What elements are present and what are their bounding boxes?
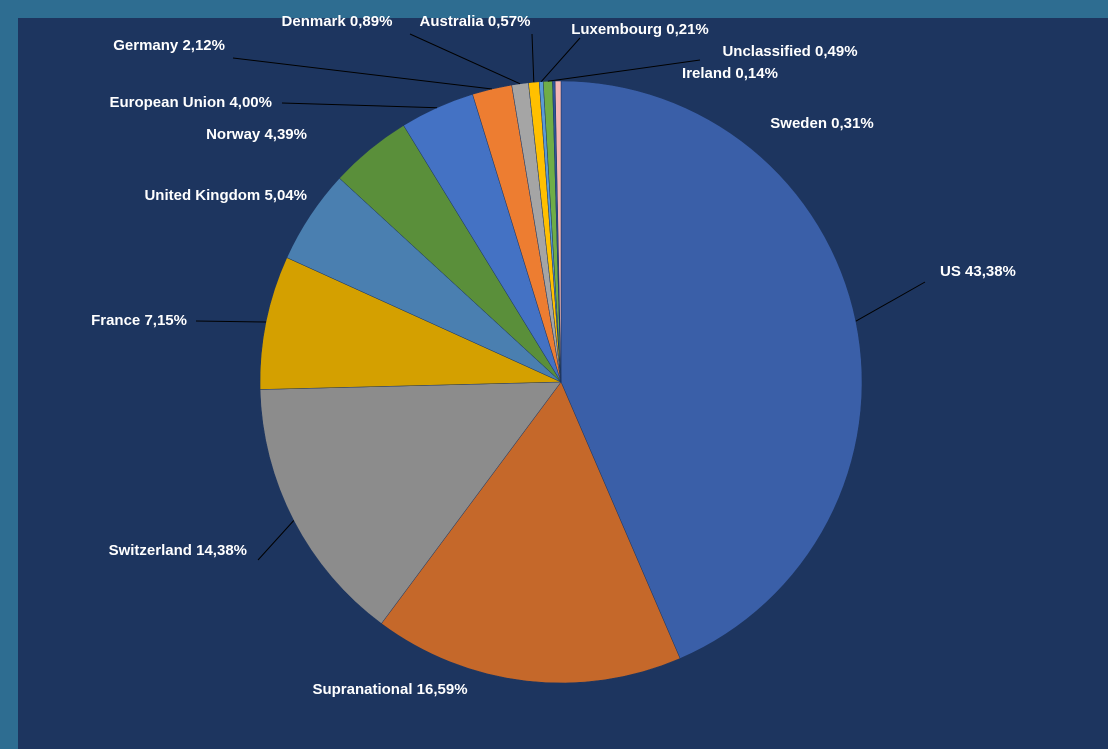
label-value: 0,21% bbox=[666, 21, 709, 38]
leader-line bbox=[531, 33, 535, 83]
label-value: 5,04% bbox=[264, 187, 307, 204]
data-label: France 7,15% bbox=[91, 312, 187, 329]
label-value: 7,15% bbox=[144, 312, 187, 329]
data-label: Supranational 16,59% bbox=[312, 681, 467, 698]
label-value: 14,38% bbox=[196, 542, 247, 559]
label-category: Norway bbox=[206, 126, 261, 143]
label-category: Supranational bbox=[312, 681, 412, 698]
label-value: 0,89% bbox=[350, 13, 393, 30]
label-value: 43,38% bbox=[965, 263, 1016, 280]
leader-line bbox=[281, 102, 438, 109]
leader-line bbox=[855, 281, 926, 322]
label-category: Sweden bbox=[770, 115, 827, 132]
label-category: Australia bbox=[420, 13, 485, 30]
leader-line bbox=[409, 33, 521, 85]
data-label: Switzerland 14,38% bbox=[109, 542, 247, 559]
data-label: Sweden 0,31% bbox=[770, 115, 873, 132]
data-label: US 43,38% bbox=[940, 263, 1016, 280]
data-label: Australia 0,57% bbox=[420, 13, 531, 30]
label-category: Unclassified bbox=[722, 43, 810, 60]
label-category: European Union bbox=[109, 94, 225, 111]
label-value: 0,14% bbox=[735, 65, 778, 82]
pie-slice bbox=[259, 381, 562, 624]
leader-line bbox=[547, 59, 701, 82]
label-category: France bbox=[91, 312, 140, 329]
leader-line bbox=[195, 320, 267, 323]
label-value: 0,57% bbox=[488, 13, 531, 30]
label-value: 4,39% bbox=[264, 126, 307, 143]
leader-line bbox=[257, 520, 295, 561]
data-label: United Kingdom 5,04% bbox=[144, 187, 307, 204]
label-value: 16,59% bbox=[417, 681, 468, 698]
label-value: 4,00% bbox=[229, 94, 272, 111]
label-category: Switzerland bbox=[109, 542, 192, 559]
label-category: Ireland bbox=[682, 65, 731, 82]
data-label: European Union 4,00% bbox=[109, 94, 272, 111]
label-category: Germany bbox=[113, 37, 179, 54]
data-label: Luxembourg 0,21% bbox=[571, 21, 709, 38]
data-label: Norway 4,39% bbox=[206, 126, 307, 143]
leader-line bbox=[540, 37, 581, 82]
data-label: Unclassified 0,49% bbox=[722, 43, 857, 60]
pie-slice bbox=[554, 80, 562, 383]
label-value: 0,49% bbox=[815, 43, 858, 60]
pie-slice bbox=[381, 381, 681, 684]
label-value: 0,31% bbox=[831, 115, 874, 132]
data-label: Denmark 0,89% bbox=[282, 13, 393, 30]
data-label: Ireland 0,14% bbox=[682, 65, 778, 82]
label-category: United Kingdom bbox=[144, 187, 260, 204]
data-label: Germany 2,12% bbox=[113, 37, 225, 54]
label-category: US bbox=[940, 263, 961, 280]
label-value: 2,12% bbox=[182, 37, 225, 54]
leader-line bbox=[232, 57, 493, 90]
pie-slice bbox=[560, 80, 863, 659]
label-category: Denmark bbox=[282, 13, 347, 30]
label-category: Luxembourg bbox=[571, 21, 662, 38]
